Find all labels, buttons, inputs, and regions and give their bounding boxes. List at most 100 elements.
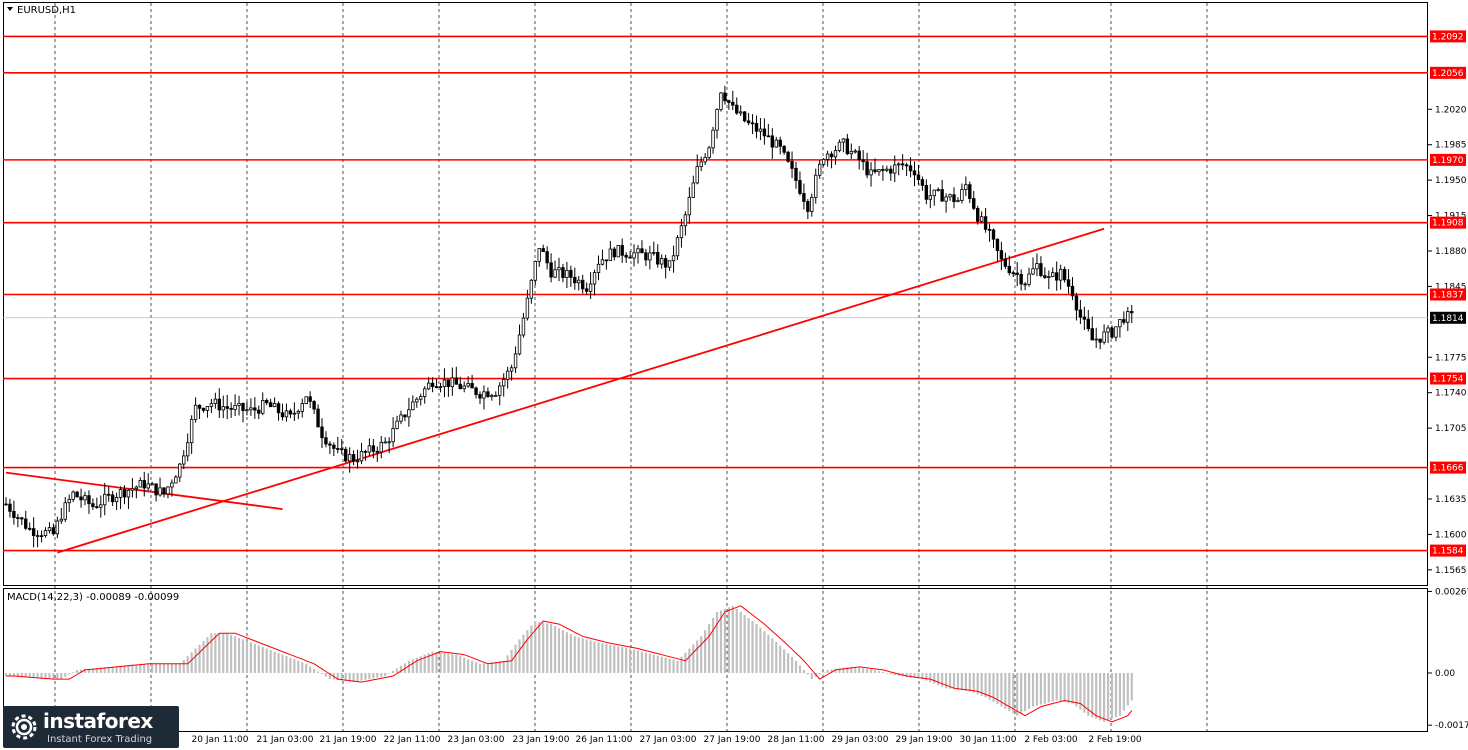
bear-candle [584, 288, 589, 292]
bear-candle [920, 179, 925, 186]
macd-bar [182, 660, 185, 673]
bear-candle [430, 382, 435, 388]
macd-bar [885, 672, 888, 674]
macd-bar [40, 672, 43, 679]
macd-bar [822, 672, 825, 673]
bear-candle [79, 496, 83, 501]
macd-bar [538, 621, 541, 673]
bear-candle [308, 396, 312, 402]
bear-candle [829, 153, 834, 158]
bull-candle [359, 451, 364, 462]
bear-candle [31, 528, 36, 537]
macd-bar [234, 636, 237, 673]
macd-bar [155, 663, 158, 673]
macd-bar [407, 660, 410, 673]
signal-line [6, 605, 1133, 723]
macd-bar [672, 659, 675, 673]
level-price-badge [1430, 153, 1466, 166]
bear-candle [549, 262, 553, 278]
y-tick-label: 1.1915 [1435, 212, 1467, 222]
macd-bar [676, 660, 679, 673]
macd-bar [368, 672, 371, 680]
macd-bar [439, 652, 442, 673]
macd-bar [502, 660, 505, 673]
bear-candle [569, 269, 573, 278]
macd-bar [688, 648, 691, 673]
x-tick-label: 26 Jan 11:00 [576, 735, 633, 745]
bear-candle [952, 194, 956, 203]
level-price-badge [1430, 288, 1466, 301]
macd-bar [1075, 672, 1078, 707]
macd-pane-frame [3, 588, 1428, 732]
macd-bar [447, 653, 450, 673]
bear-candle [24, 518, 28, 529]
macd-bar [79, 669, 83, 673]
vertical-grid [54, 3, 1208, 731]
bear-candle [968, 184, 972, 199]
bear-candle [39, 535, 44, 538]
bear-candle [91, 503, 95, 508]
bull-candle [979, 216, 984, 222]
bull-candle [450, 377, 455, 388]
bull-candle [537, 248, 541, 262]
bull-candle [114, 496, 119, 503]
macd-bar [324, 672, 328, 677]
macd-bar [344, 672, 347, 682]
bull-candle [415, 398, 419, 403]
macd-bar [846, 667, 849, 673]
bull-candle [43, 530, 48, 537]
macd-bar [186, 656, 189, 673]
macd-bar [917, 672, 920, 679]
bull-candle [853, 150, 857, 153]
macd-bar [190, 652, 193, 673]
bull-candle [956, 200, 960, 203]
bull-candle [103, 493, 107, 506]
bear-candle [16, 517, 20, 519]
macd-bar [557, 628, 561, 673]
macd-bar [763, 631, 766, 673]
bear-candle [1062, 268, 1067, 281]
macd-bar [194, 648, 197, 673]
bull-candle [960, 189, 964, 201]
bear-candle [225, 406, 229, 409]
bull-candle [695, 166, 699, 184]
y-tick-label: 1.1635 [1435, 495, 1467, 505]
title-dropdown-icon[interactable] [7, 7, 13, 11]
bear-candle [1078, 309, 1083, 318]
macd-bar [542, 622, 545, 673]
bull-candle [814, 174, 818, 198]
bull-candle [387, 441, 391, 444]
macd-bar [135, 664, 138, 673]
macd-bar [826, 669, 829, 673]
macd-bar [719, 610, 723, 673]
y-tick-label: 1.1880 [1435, 247, 1467, 257]
macd-bar [1024, 672, 1027, 712]
bull-candle [565, 269, 569, 278]
macd-bar [783, 649, 786, 673]
bull-candle [426, 382, 431, 390]
macd-bar [261, 647, 264, 673]
bear-candle [110, 494, 115, 503]
bear-candle [154, 483, 158, 496]
macd-bar [862, 668, 865, 673]
macd-bar [755, 624, 758, 673]
x-tick-label: 2 Feb 03:00 [1024, 735, 1078, 745]
macd-bar [858, 667, 861, 673]
bull-candle [158, 487, 162, 496]
macd-bar [952, 672, 956, 690]
bull-candle [182, 455, 186, 465]
bear-candle [727, 100, 731, 103]
bull-candle [391, 428, 395, 443]
bear-candle [873, 169, 877, 173]
macd-bar [162, 663, 166, 673]
bull-candle [1035, 263, 1039, 270]
macd-bar [482, 663, 486, 673]
bull-candle [616, 245, 620, 258]
bear-candle [474, 387, 478, 395]
bull-candle [494, 394, 498, 397]
macd-bar [1122, 672, 1125, 711]
macd-bar [206, 637, 209, 673]
bull-candle [885, 168, 889, 171]
